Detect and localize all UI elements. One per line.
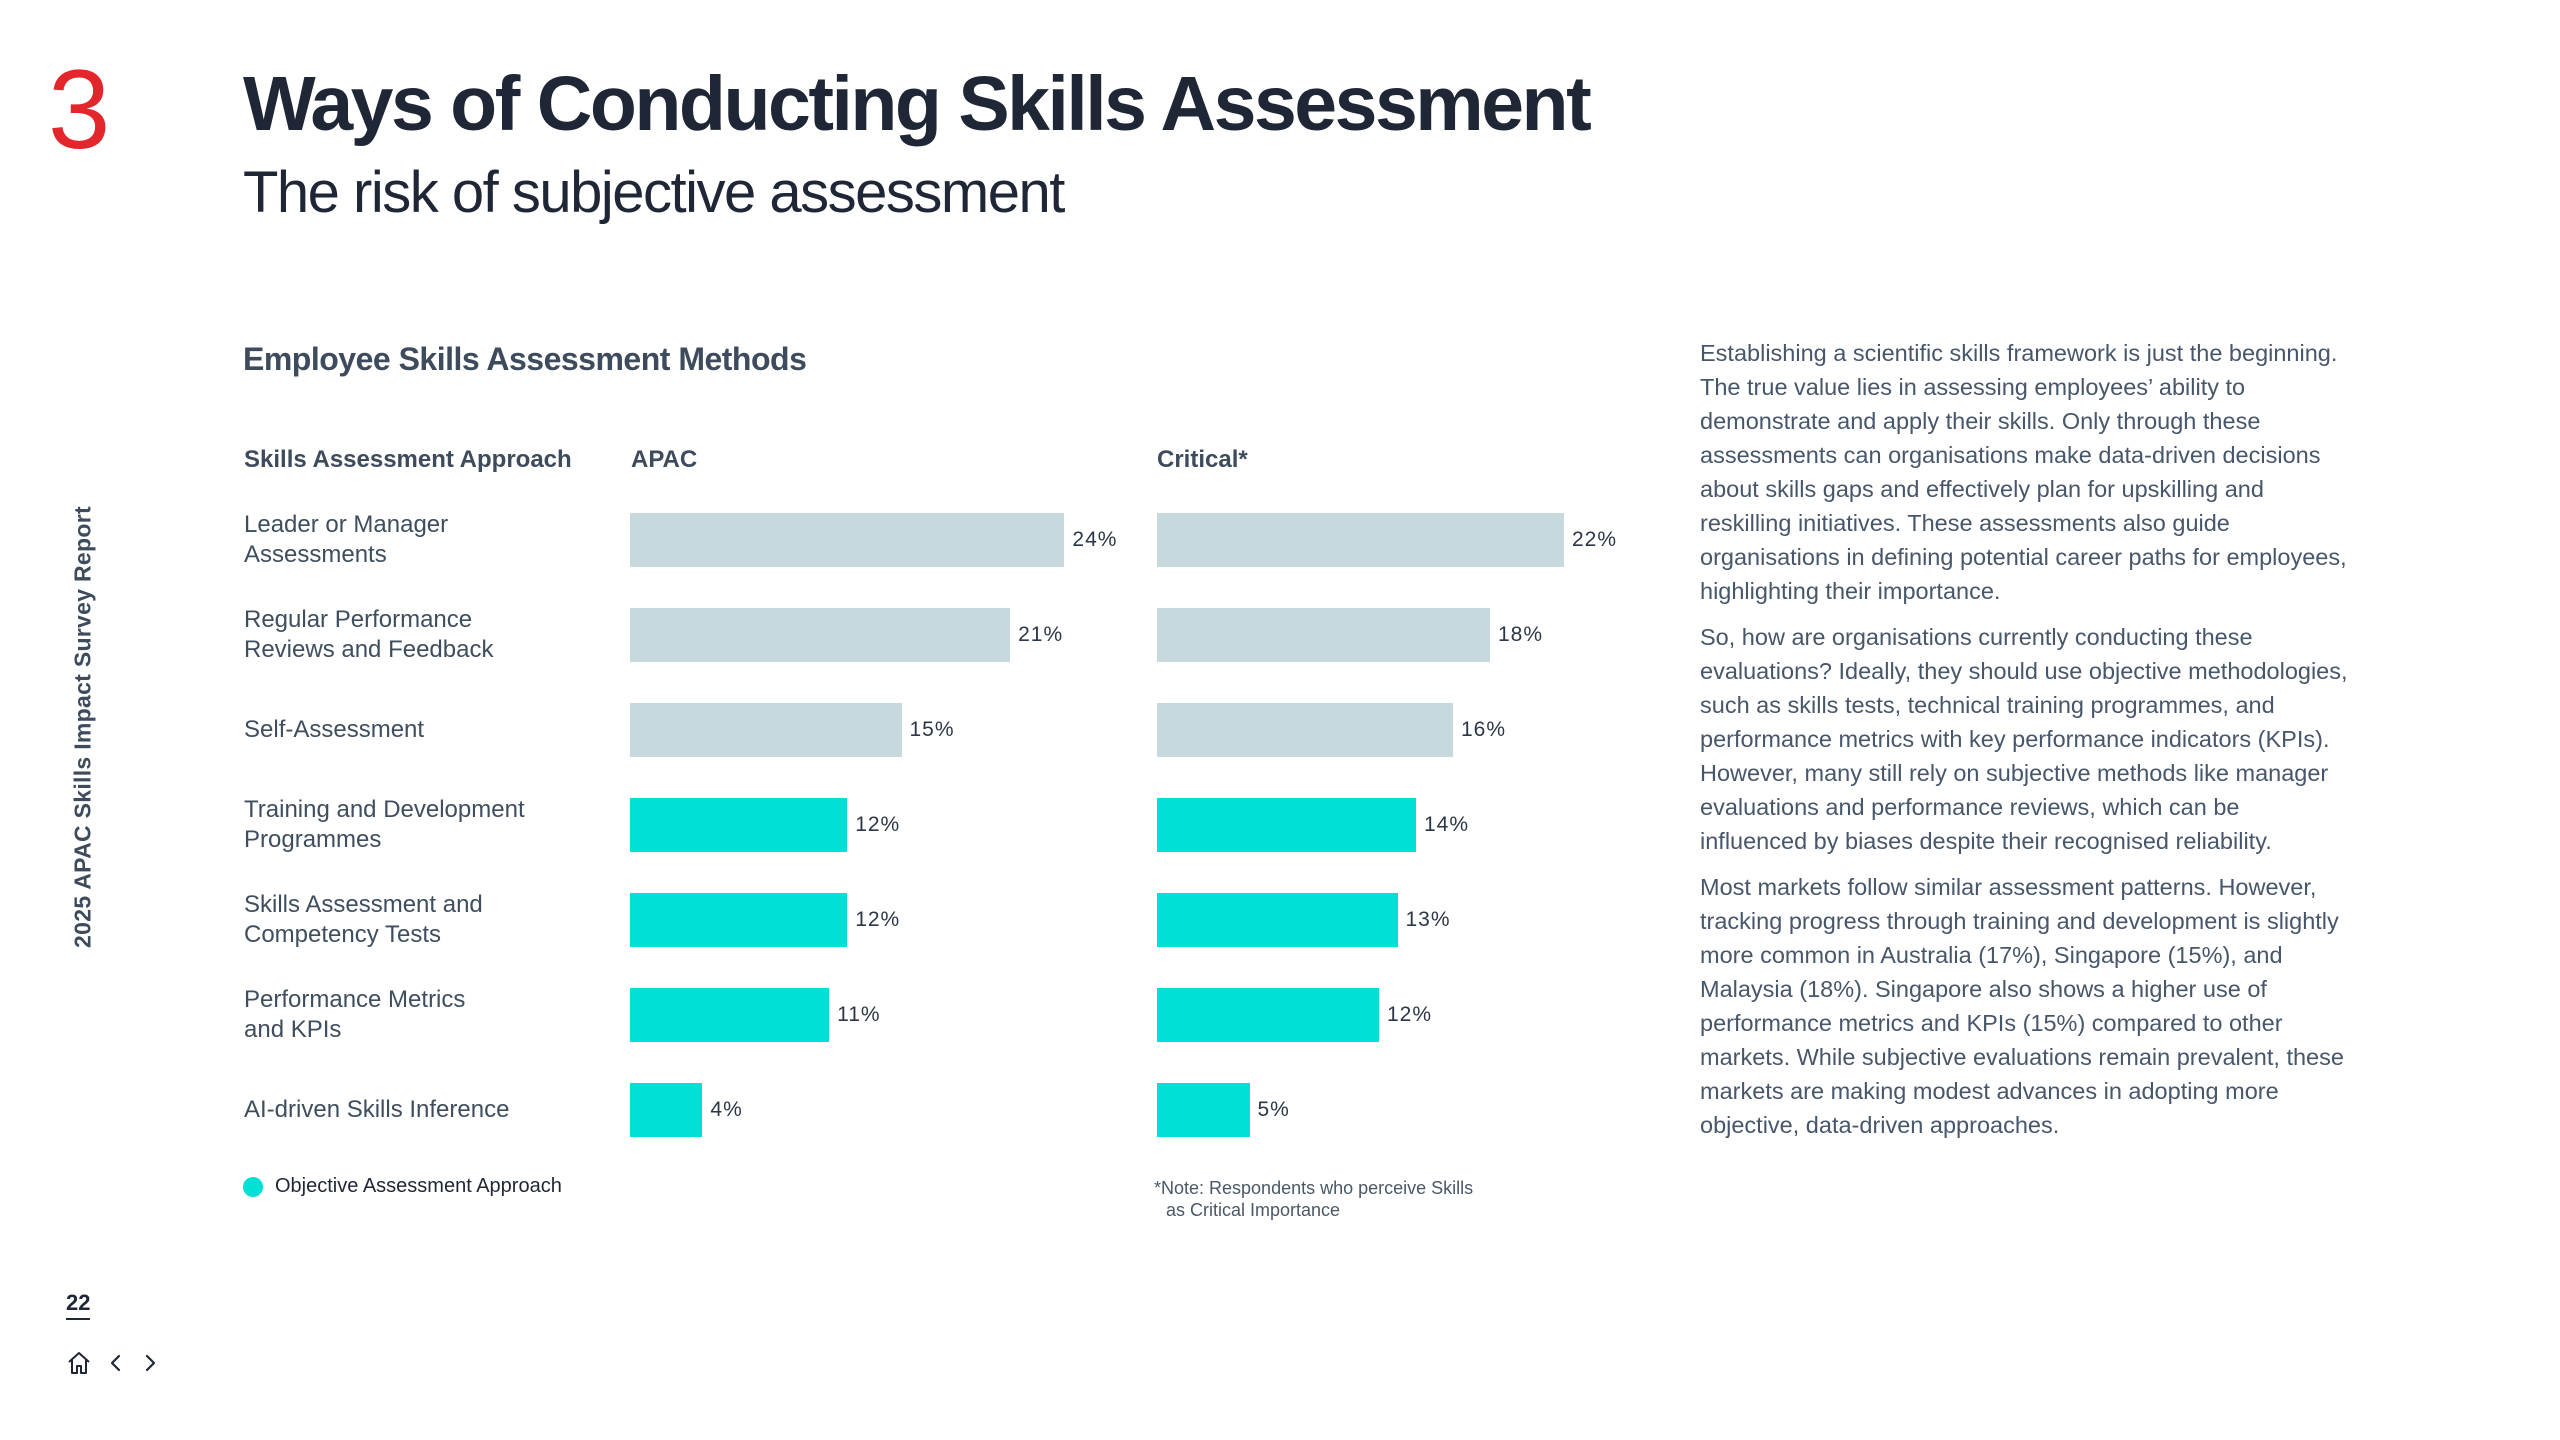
apac-value-label: 15% [909,718,955,741]
category-label-line: Regular Performance [244,606,473,633]
chart-note: *Note: Respondents who perceive Skills a… [1154,1177,1534,1221]
apac-value-label: 11% [837,1003,881,1026]
apac-bar [630,513,1065,567]
category-label: AI-driven Skills Inference [244,1095,584,1125]
critical-value-label: 14% [1424,813,1470,836]
critical-bar [1157,513,1564,567]
critical-value-label: 22% [1572,528,1618,551]
apac-bar [630,703,902,757]
apac-bar [630,988,830,1042]
page-number: 22 [66,1292,91,1320]
category-label: Performance Metrics and KPIs [244,985,584,1045]
critical-bar [1157,893,1398,947]
critical-bar [1157,988,1379,1042]
page-subtitle: The risk of subjective assessment [243,160,1065,225]
category-label-line: and KPIs [244,1016,342,1043]
body-paragraph: So, how are organisations currently cond… [1700,624,2348,854]
critical-bar [1157,703,1453,757]
category-label: Leader or Manager Assessments [244,510,584,570]
category-label: Training and Development Programmes [244,795,584,855]
legend-objective-swatch [243,1176,263,1197]
home-icon[interactable] [66,1350,92,1381]
apac-bar [630,893,848,947]
category-column-header: Skills Assessment Approach [244,446,572,473]
category-label-line: Programmes [244,826,382,853]
chart-title: Employee Skills Assessment Methods [243,341,807,377]
page-title: Ways of Conducting Skills Assessment [243,61,1592,147]
critical-bar [1157,608,1490,662]
category-label-line: Competency Tests [244,921,441,948]
category-label-line: Performance Metrics [244,986,466,1013]
legend-label: Objective Assessment Approach [275,1175,562,1197]
critical-value-label: 5% [1257,1098,1290,1121]
category-label-line: Self-Assessment [244,716,425,743]
apac-value-label: 4% [710,1098,743,1121]
apac-value-label: 24% [1072,528,1118,551]
apac-column-header: APAC [631,446,698,473]
apac-bar [630,608,1011,662]
category-label-line: AI-driven Skills Inference [244,1096,510,1123]
apac-value-label: 12% [855,908,901,931]
chart-note-line: *Note: Respondents who perceive Skills [1154,1178,1474,1198]
page-navigation [66,1350,160,1381]
category-label: Regular Performance Reviews and Feedback [244,605,584,665]
chart-note-line: as Critical Importance [1166,1200,1341,1220]
chart-legend: Objective Assessment Approach [243,1175,562,1198]
body-paragraph: Most markets follow similar assessment p… [1700,874,2344,1138]
section-number: 3 [48,47,111,172]
category-label-line: Training and Development [244,796,525,823]
apac-value-label: 12% [855,813,901,836]
category-label: Skills Assessment and Competency Tests [244,890,584,950]
category-label-line: Reviews and Feedback [244,636,494,663]
apac-value-label: 21% [1018,623,1064,646]
critical-bar [1157,1083,1250,1137]
category-label-line: Leader or Manager [244,511,449,538]
report-side-label: 2025 APAC Skills Impact Survey Report [69,506,96,948]
chevron-left-icon[interactable] [106,1350,126,1381]
body-text: Establishing a scientific skills framewo… [1700,336,2350,1154]
category-label-line: Skills Assessment and [244,891,483,918]
category-label-line: Assessments [244,541,387,568]
apac-bar [630,1083,703,1137]
apac-bar [630,798,848,852]
body-paragraph: Establishing a scientific skills framewo… [1700,340,2347,604]
critical-value-label: 18% [1498,623,1544,646]
category-label: Self-Assessment [244,715,584,745]
critical-column-header: Critical* [1157,446,1248,473]
critical-value-label: 13% [1405,908,1451,931]
critical-value-label: 16% [1461,718,1507,741]
critical-value-label: 12% [1387,1003,1433,1026]
critical-bar [1157,798,1416,852]
chevron-right-icon[interactable] [140,1350,160,1381]
